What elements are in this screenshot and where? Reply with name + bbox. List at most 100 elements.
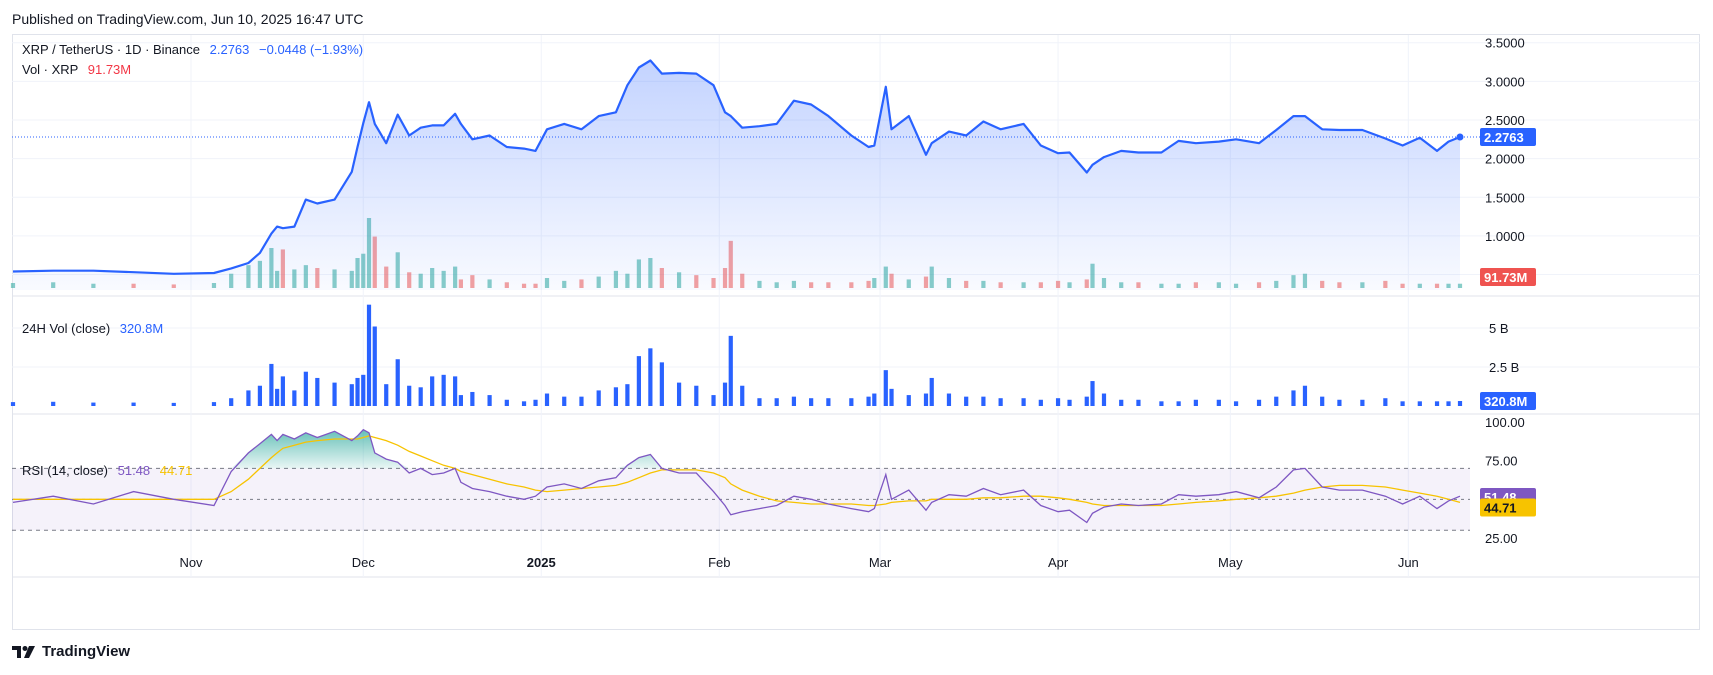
- vol24-bar: [1159, 401, 1164, 406]
- rsi-tick-label: 100.00: [1485, 415, 1525, 430]
- vol24-bar: [1084, 396, 1089, 406]
- vol24-bar: [849, 398, 854, 406]
- vol24-bar: [791, 396, 797, 406]
- vol24-bar: [395, 359, 400, 406]
- price-tick-label: 1.5000: [1485, 190, 1525, 205]
- vol24-bar: [1360, 399, 1365, 406]
- vol24-bar: [1256, 399, 1262, 406]
- vol24-bar: [964, 396, 969, 406]
- vol24-bar: [51, 401, 56, 406]
- vol24-bar: [872, 393, 877, 406]
- vol24-bar: [366, 304, 372, 406]
- vol24-bar: [1337, 399, 1342, 406]
- vol24-bar: [1446, 401, 1451, 406]
- rsi-ma-line: [13, 435, 1461, 507]
- volume-value: 91.73M: [87, 62, 132, 77]
- vol24-bar: [303, 371, 308, 406]
- vol24-bar: [1434, 401, 1440, 406]
- vol24-bar: [315, 377, 320, 406]
- vol24-bar: [1055, 398, 1061, 406]
- vol24-bar: [418, 387, 423, 406]
- vol24-bar: [1176, 401, 1181, 406]
- price-pane: [10, 59, 1480, 290]
- vol24-bar: [430, 376, 435, 406]
- vol24-bar: [246, 390, 251, 406]
- x-tick-label: Mar: [869, 555, 892, 570]
- vol24-bar: [372, 326, 377, 406]
- vol24-bar: [596, 390, 601, 406]
- vol24-label: 24H Vol (close): [22, 321, 111, 336]
- vol24-bar: [361, 374, 366, 406]
- rsi-legend: RSI (14, close) 51.48 44.71: [22, 463, 192, 478]
- chart-frame[interactable]: [12, 34, 1700, 630]
- rsi-tick-label: 25.00: [1485, 531, 1518, 546]
- published-caption: Published on TradingView.com, Jun 10, 20…: [12, 11, 364, 27]
- vol24-bar: [722, 382, 728, 406]
- vol24-bar: [1067, 399, 1072, 406]
- vol24-bar: [906, 395, 911, 406]
- vol24-bar: [981, 396, 986, 406]
- tradingview-wordmark: TradingView: [42, 643, 131, 660]
- vol24-bar: [355, 377, 360, 406]
- price-badge: 2.2763: [1480, 128, 1536, 146]
- price-tick-label: 3.0000: [1485, 74, 1525, 89]
- vol24-bar: [636, 356, 641, 406]
- vol24-bar: [280, 376, 285, 406]
- vol24-bar: [946, 393, 952, 406]
- vol24-bar: [292, 390, 297, 406]
- vol24-pane: [10, 304, 1463, 406]
- vol24-bar: [866, 396, 871, 406]
- vol24-bar: [728, 335, 733, 406]
- volume-badge: 91.73M: [1480, 268, 1536, 286]
- rsi-overbought-fill: [13, 429, 1460, 469]
- x-tick-label: Jun: [1398, 555, 1419, 570]
- vol24-bar: [131, 402, 136, 406]
- vol24-bar: [1417, 401, 1422, 406]
- vol24-legend: 24H Vol (close) 320.8M: [22, 321, 163, 336]
- vol24-bar: [1101, 393, 1107, 406]
- price-badge-bg: [1480, 128, 1536, 146]
- volume-badge-text: 91.73M: [1484, 270, 1527, 285]
- price-line: [12, 59, 1461, 275]
- price-legend: XRP / TetherUS · 1D · Binance 2.2763 −0.…: [22, 42, 363, 57]
- x-tick-label: 2025: [527, 555, 556, 570]
- symbol-label: XRP / TetherUS · 1D · Binance: [22, 42, 200, 57]
- vol24-bar: [1400, 401, 1405, 406]
- vol24-bar: [809, 398, 814, 406]
- vol24-tick-label: 5 B: [1489, 321, 1509, 336]
- vol24-bar: [929, 377, 934, 406]
- volume-legend: Vol · XRP 91.73M: [22, 62, 131, 77]
- vol24-bar: [1193, 399, 1198, 406]
- vol24-bar: [579, 396, 584, 406]
- vol24-bar: [211, 402, 217, 406]
- axis-layer: NovDec2025FebMarAprMayJun0.50001.00001.5…: [179, 36, 1536, 570]
- vol24-bar: [1274, 396, 1279, 406]
- vol24-bar: [676, 382, 682, 406]
- vol24-bar: [1216, 399, 1221, 406]
- vol24-bar: [1038, 399, 1043, 406]
- vol24-bar: [407, 385, 412, 406]
- vol24-bar: [1021, 398, 1026, 406]
- vol24-bar: [562, 396, 567, 406]
- last-price-dot: [1456, 133, 1464, 141]
- vol24-bar: [458, 395, 463, 406]
- price-change: −0.0448 (−1.93%): [259, 42, 364, 57]
- vol24-bar: [1302, 385, 1308, 406]
- volume-badge-bg: [1480, 268, 1536, 286]
- vol24-bar: [91, 402, 96, 406]
- tradingview-logo[interactable]: TradingView: [12, 643, 130, 660]
- vol24-bar: [625, 384, 630, 406]
- vol24-bar: [1119, 399, 1124, 406]
- price-tick-label: 2.5000: [1485, 113, 1525, 128]
- vol24-bar: [694, 385, 699, 406]
- rsi-ma-badge: 44.71: [1480, 498, 1536, 517]
- volume-label: Vol · XRP: [22, 62, 79, 77]
- vol24-bar: [1233, 401, 1239, 406]
- vol24-bar: [257, 385, 263, 406]
- vol24-bar: [332, 382, 337, 406]
- vol24-bar: [1136, 399, 1141, 406]
- vol24-bar: [10, 402, 16, 406]
- vol24-bar: [923, 393, 929, 406]
- vol24-bar: [229, 398, 234, 406]
